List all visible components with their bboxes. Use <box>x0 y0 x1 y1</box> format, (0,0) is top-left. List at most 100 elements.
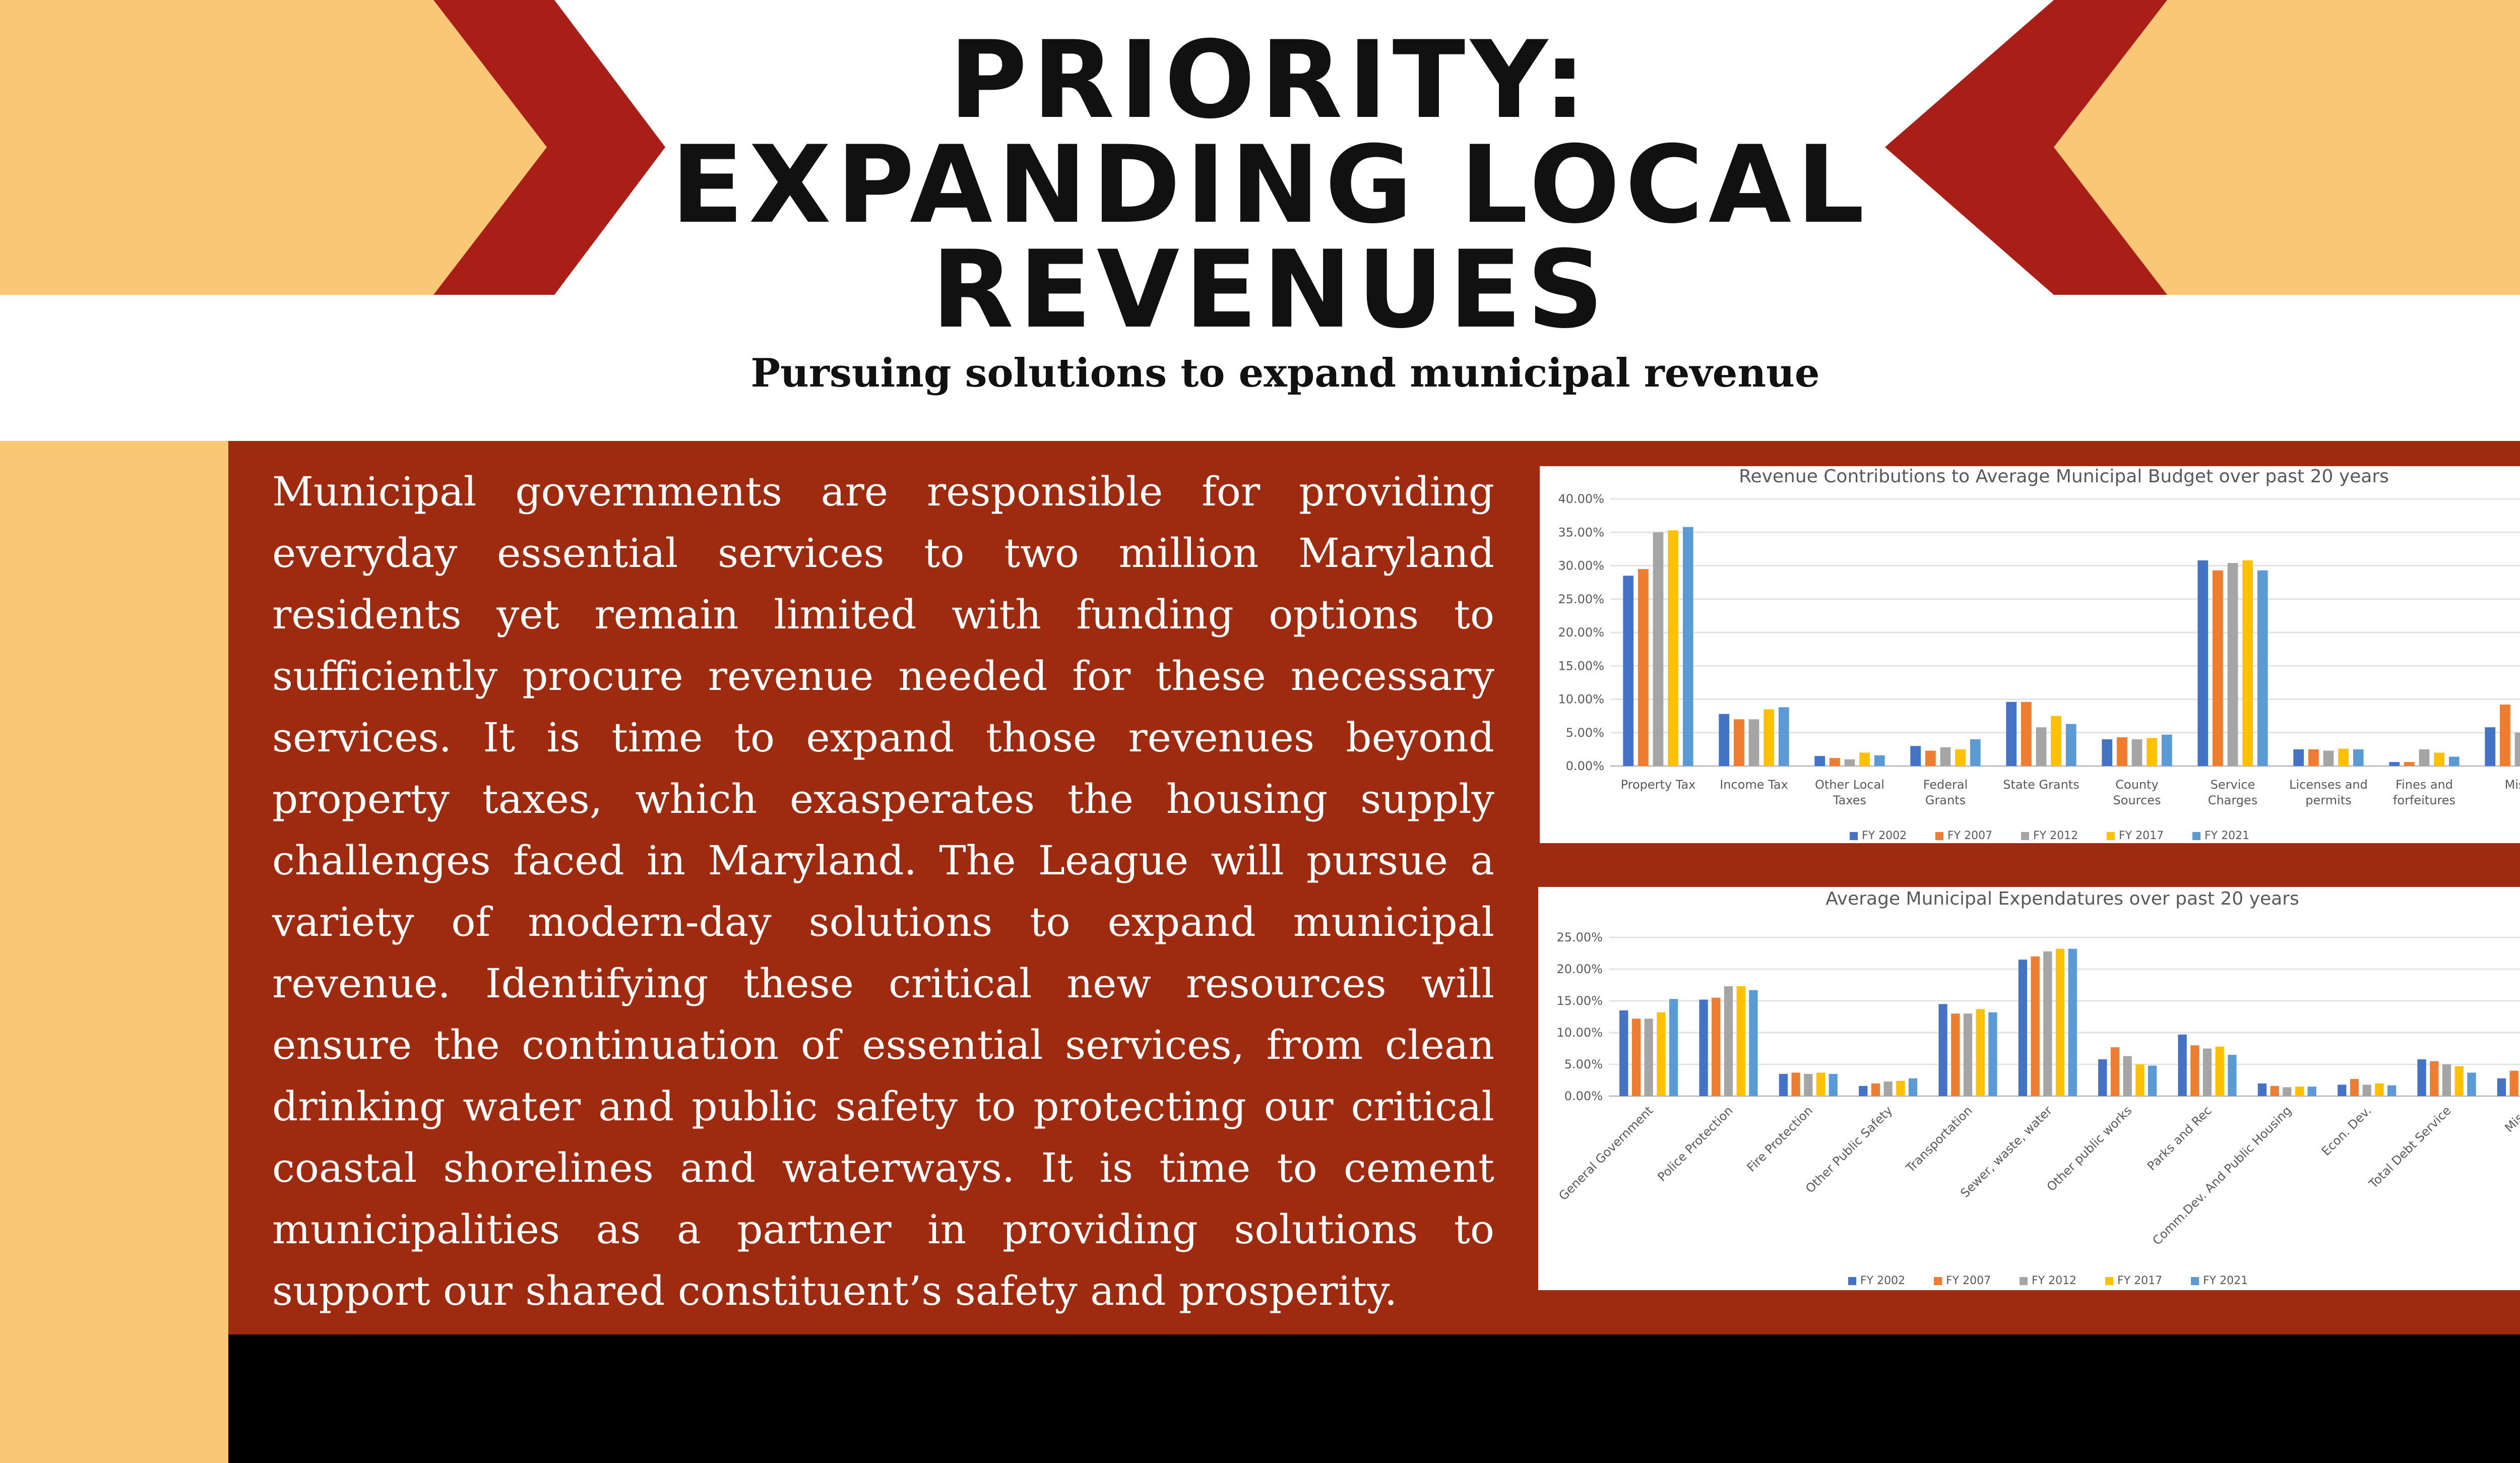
x-category-label: Other Public Safety <box>1803 1103 1895 1195</box>
bar <box>1623 576 1634 766</box>
bar <box>2419 749 2430 766</box>
legend-swatch <box>2107 832 2115 840</box>
bar <box>2454 1066 2464 1096</box>
bar <box>2068 948 2077 1096</box>
bar <box>2190 1045 2199 1096</box>
bar <box>1816 1072 1825 1096</box>
bar <box>2307 1087 2316 1096</box>
bar <box>2212 570 2223 766</box>
bar <box>2006 702 2017 766</box>
header-decoration <box>0 0 2520 295</box>
bar <box>2323 750 2334 766</box>
bar <box>2197 560 2209 766</box>
legend-label: FY 2021 <box>2203 1275 2248 1287</box>
bar <box>1896 1080 1905 1096</box>
bar <box>1859 752 1870 766</box>
legend-label: FY 2017 <box>2117 1275 2162 1287</box>
bar <box>2514 732 2520 766</box>
bar <box>2036 727 2047 766</box>
bar <box>2202 1048 2212 1096</box>
bar <box>1668 530 1679 766</box>
x-category-label: Police Protection <box>1655 1103 1735 1184</box>
bar <box>1955 749 1966 766</box>
legend-label: FY 2002 <box>1860 1275 1905 1287</box>
right-orange-chevron <box>2054 0 2520 295</box>
bar <box>2417 1059 2426 1096</box>
bar <box>1804 1073 1813 1096</box>
bar <box>2018 960 2028 1096</box>
bar <box>1682 527 1693 766</box>
x-category-label: Sewer, waste, water <box>1958 1103 2055 1200</box>
legend-label: FY 2021 <box>2204 830 2249 842</box>
x-category-label: Licenses and permits <box>2289 778 2368 807</box>
bar <box>2350 1078 2359 1096</box>
y-tick-label: 25.00% <box>1558 592 1604 606</box>
bar <box>2228 1055 2237 1096</box>
legend-swatch <box>2105 1277 2113 1285</box>
bar <box>1657 1012 1666 1096</box>
bar <box>2161 734 2172 766</box>
y-tick-label: 5.00% <box>1564 1057 1603 1071</box>
bar <box>1859 1086 1868 1096</box>
bar <box>1724 986 1733 1096</box>
title-line-2: EXPANDING LOCAL <box>670 122 1870 247</box>
bar <box>2065 724 2076 766</box>
x-category-label: Transportation <box>1903 1103 1975 1175</box>
right-red-chevron <box>1885 0 2167 295</box>
bar <box>1883 1082 1893 1096</box>
bar <box>2338 1085 2347 1096</box>
y-tick-label: 35.00% <box>1558 525 1604 539</box>
bar <box>1925 750 1936 766</box>
bar <box>2430 1061 2439 1096</box>
bar <box>1963 1013 1973 1096</box>
page-title: PRIORITY: EXPANDING LOCAL REVENUES <box>635 18 1905 352</box>
legend-label: FY 2017 <box>2119 830 2164 842</box>
bar <box>1719 714 1730 766</box>
bar <box>1829 1073 1838 1096</box>
bar <box>2338 748 2349 766</box>
x-category-label: State Grants <box>2003 778 2079 792</box>
title-line-3: REVENUES <box>931 227 1609 352</box>
bar <box>2257 1083 2267 1096</box>
bar <box>2116 737 2127 766</box>
left-orange-chevron <box>0 0 547 295</box>
bar <box>2043 951 2052 1096</box>
bar <box>2178 1034 2187 1096</box>
bar <box>1970 739 1981 766</box>
y-tick-label: 10.00% <box>1558 692 1604 707</box>
bar <box>2098 1059 2107 1096</box>
bar <box>2353 749 2364 766</box>
title-line-1: PRIORITY: <box>949 18 1592 142</box>
bar <box>1938 1004 1947 1096</box>
bar <box>1814 756 1825 766</box>
bar <box>1699 999 1708 1096</box>
y-tick-label: 20.00% <box>1558 625 1604 640</box>
bar <box>1748 719 1759 766</box>
bar <box>2135 1064 2145 1096</box>
x-category-label: County Sources <box>2113 778 2161 807</box>
bar <box>1910 746 1921 766</box>
y-tick-label: 20.00% <box>1556 962 1603 976</box>
chart-title: Average Municipal Expendatures over past… <box>1825 888 2299 909</box>
legend-label: FY 2007 <box>1946 1275 1991 1287</box>
body-paragraph: Municipal governments are responsible fo… <box>272 468 1494 1314</box>
legend-swatch <box>2191 1277 2199 1285</box>
bar <box>2375 1083 2384 1096</box>
x-category-label: Income Tax <box>1720 778 1788 792</box>
bar <box>2404 762 2415 766</box>
page-subtitle: Pursuing solutions to expand municipal r… <box>750 350 1820 396</box>
x-category-label: Fire Protection <box>1744 1103 1815 1174</box>
bar <box>2227 563 2238 766</box>
y-tick-label: 25.00% <box>1556 930 1603 944</box>
left-orange-strip <box>0 441 228 1463</box>
bar <box>2110 1047 2120 1096</box>
bar <box>1779 1073 1788 1096</box>
y-tick-label: 15.00% <box>1556 994 1603 1008</box>
legend-label: FY 2007 <box>1947 830 1992 842</box>
revenue-chart: Revenue Contributions to Average Municip… <box>1540 466 2520 843</box>
bar <box>1631 1019 1641 1096</box>
bar <box>2270 1086 2279 1096</box>
revenue-chart-svg: Revenue Contributions to Average Municip… <box>1558 466 2520 842</box>
bar <box>2102 739 2113 766</box>
footer-bar <box>228 1334 2520 1463</box>
